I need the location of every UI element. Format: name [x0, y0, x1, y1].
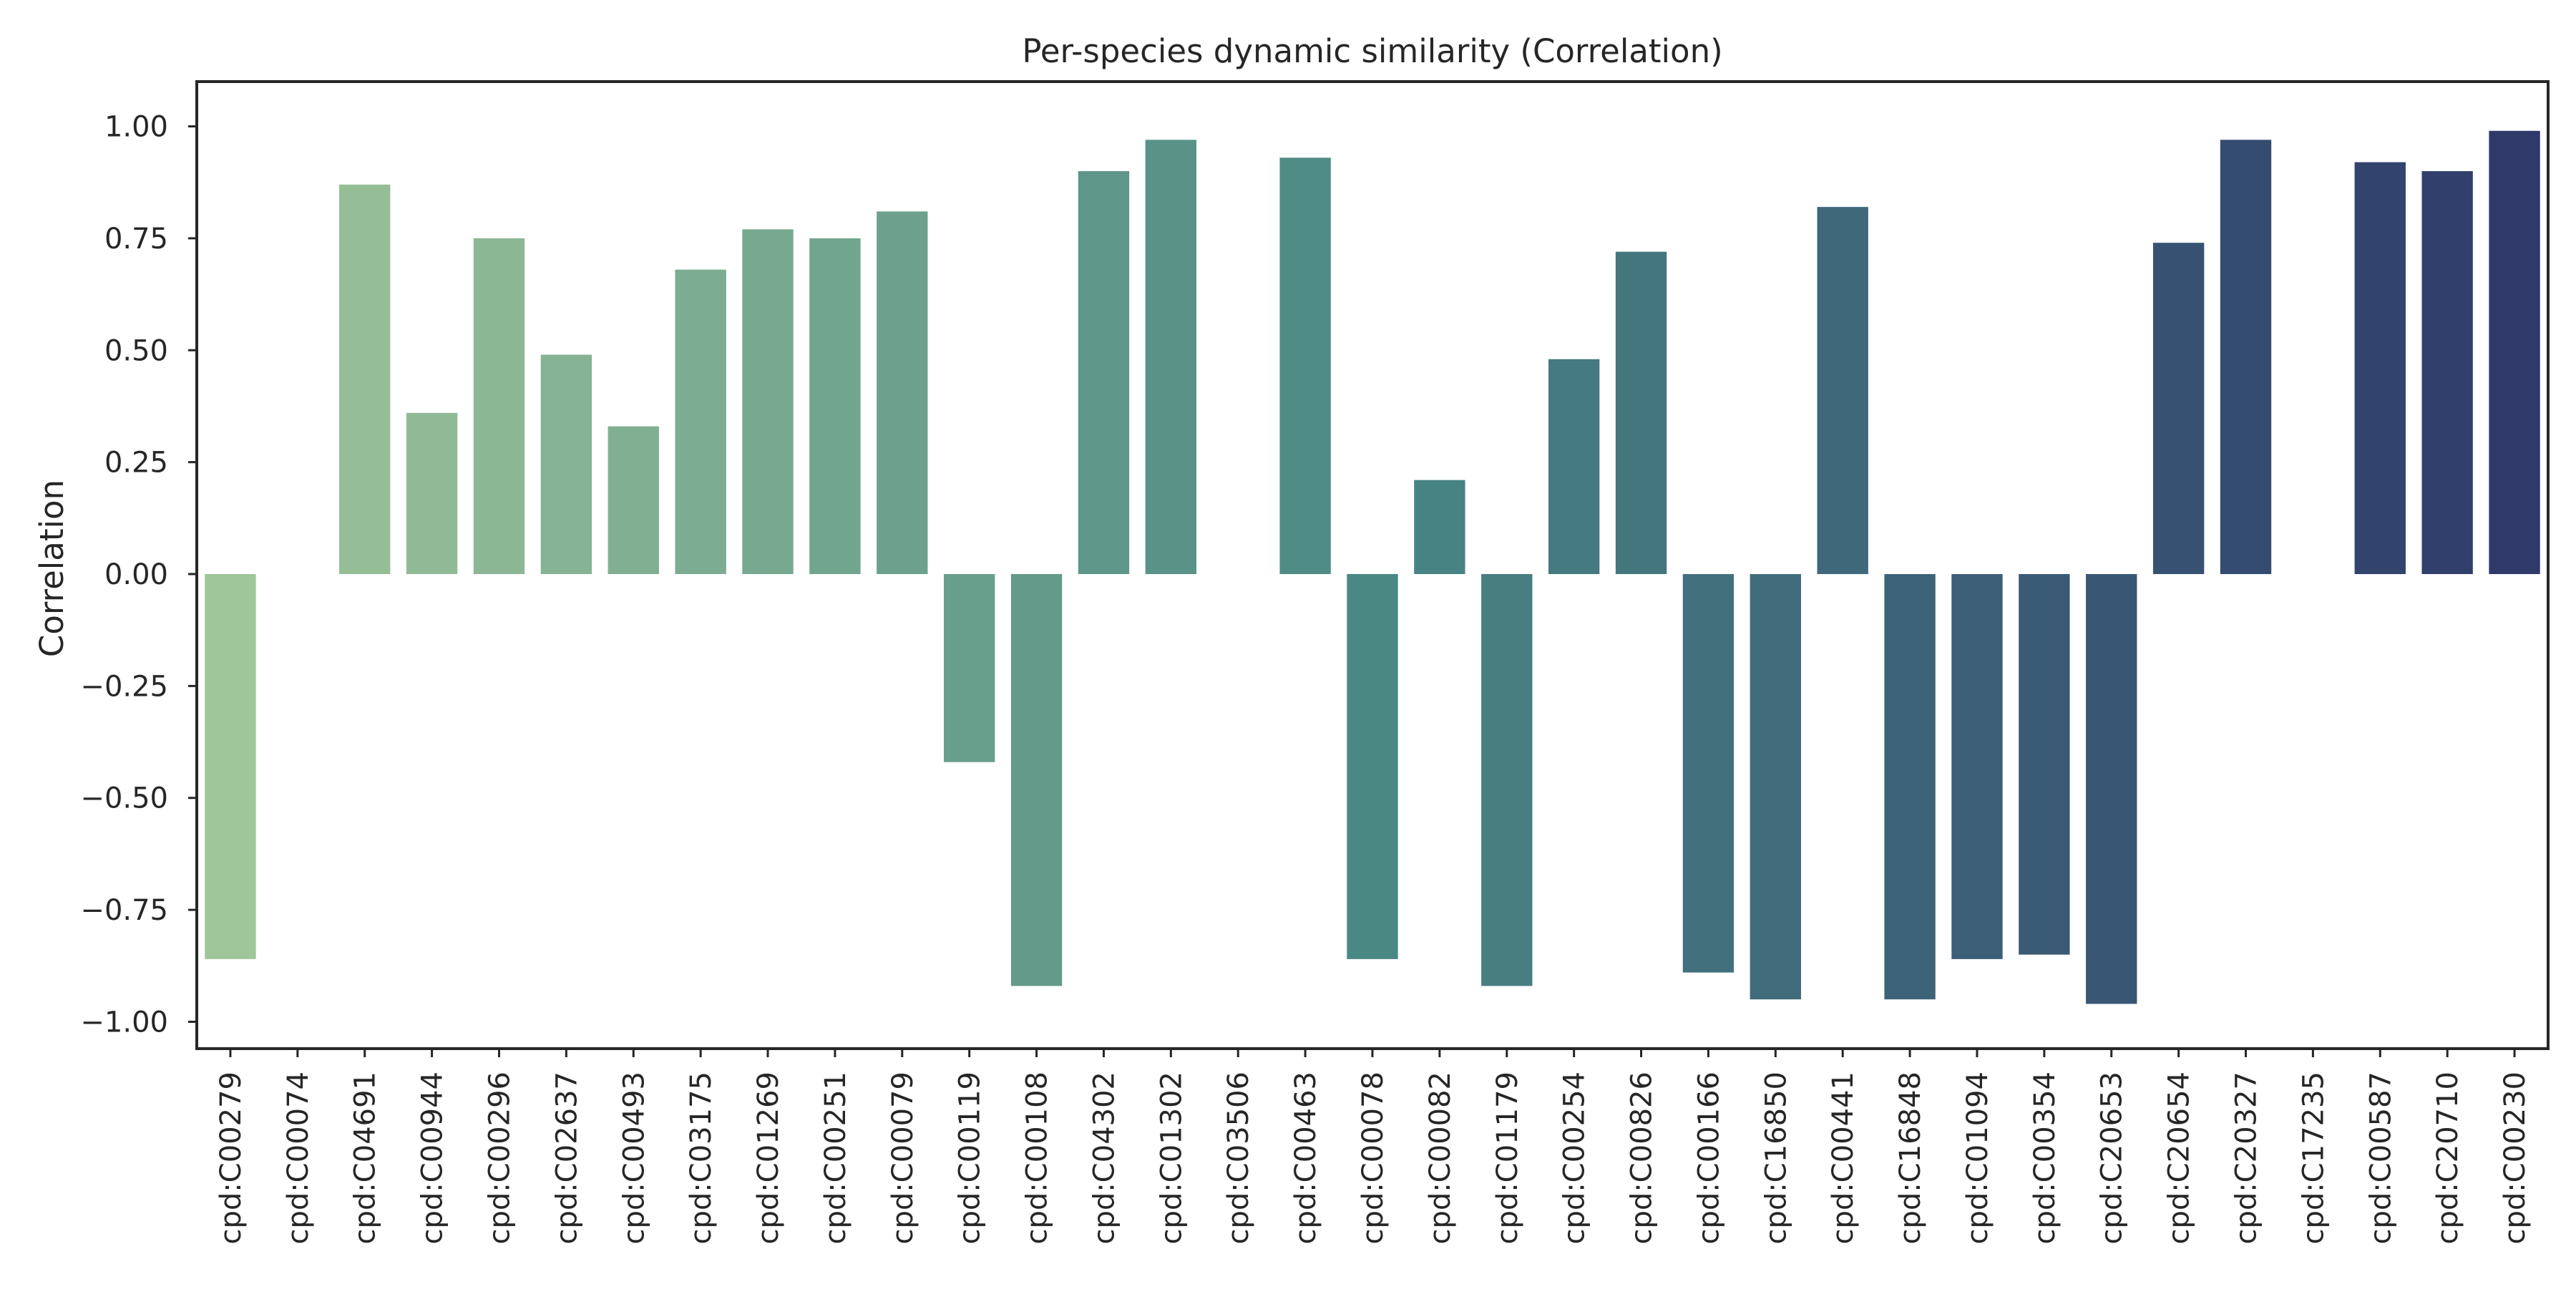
bar-cpd-c00493	[608, 426, 659, 575]
bar-cpd-c20654	[2152, 243, 2205, 575]
x-tick-label: cpd:C17235	[2297, 1072, 2330, 1244]
x-tick-label: cpd:C00251	[819, 1072, 852, 1244]
bar-cpd-c00078	[1347, 574, 1398, 959]
y-axis-label: Correlation	[33, 480, 71, 657]
x-tick-label: cpd:C00296	[483, 1072, 516, 1244]
bar-cpd-c00251	[809, 238, 861, 575]
bar-cpd-c01094	[1951, 574, 2003, 959]
x-tick-label: cpd:C20327	[2230, 1072, 2263, 1244]
x-tick-label: cpd:C16848	[1894, 1072, 1927, 1244]
bar-cpd-c16848	[1884, 574, 1936, 1000]
y-tick-label: 0.75	[104, 223, 168, 256]
x-tick-label: cpd:C00354	[2029, 1072, 2062, 1244]
y-tick-label: 0.00	[104, 558, 168, 591]
plot-area-frame	[195, 80, 2550, 1050]
bar-cpd-c20710	[2421, 171, 2473, 575]
x-axis-ticks: cpd:C00279 cpd:C00074 cpd:C04691 cpd:C00944…	[215, 1049, 2532, 1244]
x-tick-label: cpd:C00463	[1289, 1072, 1322, 1244]
x-tick-label: cpd:C00078	[1357, 1072, 1390, 1244]
bar-cpd-c00119	[944, 574, 995, 762]
x-tick-label: cpd:C16850	[1760, 1072, 1792, 1244]
bar-cpd-c00587	[2354, 162, 2406, 575]
bar-cpd-c02637	[540, 354, 592, 575]
x-tick-label: cpd:C20653	[2096, 1072, 2129, 1244]
bar-cpd-c00079	[877, 211, 928, 574]
x-tick-label: cpd:C03506	[1222, 1072, 1255, 1244]
x-tick-label: cpd:C00944	[416, 1072, 449, 1244]
x-tick-label: cpd:C20654	[2163, 1072, 2196, 1244]
bar-cpd-c04302	[1078, 171, 1130, 575]
y-tick-label: 0.25	[104, 447, 168, 480]
x-tick-label: cpd:C00074	[282, 1072, 315, 1244]
chart-title: Per-species dynamic similarity (Correlat…	[1022, 32, 1722, 70]
bar-cpd-c00354	[2019, 574, 2070, 955]
bar-cpd-c20327	[2220, 140, 2272, 575]
bar-cpd-c00254	[1548, 359, 1600, 575]
y-tick-label: −0.75	[80, 894, 168, 927]
bar-cpd-c01302	[1145, 140, 1197, 575]
x-tick-label: cpd:C00493	[618, 1072, 650, 1244]
bar-cpd-c03175	[675, 269, 726, 574]
y-tick-label: 0.50	[104, 334, 168, 367]
bar-cpd-c01269	[742, 229, 794, 575]
x-tick-label: cpd:C00079	[887, 1072, 919, 1244]
x-tick-label: cpd:C00441	[1827, 1072, 1860, 1244]
x-tick-label: cpd:C00108	[1021, 1072, 1054, 1244]
x-tick-label: cpd:C00082	[1424, 1072, 1457, 1244]
bar-cpd-c00463	[1279, 157, 1331, 575]
x-tick-label: cpd:C20710	[2431, 1072, 2464, 1244]
x-tick-label: cpd:C00230	[2499, 1072, 2532, 1244]
x-tick-label: cpd:C04302	[1088, 1072, 1121, 1244]
y-tick-label: 1.00	[104, 111, 168, 144]
bar-cpd-c01179	[1481, 574, 1533, 986]
x-tick-label: cpd:C00254	[1558, 1072, 1591, 1244]
x-tick-label: cpd:C02637	[550, 1072, 583, 1244]
x-tick-label: cpd:C00166	[1692, 1072, 1725, 1244]
bar-cpd-c00944	[406, 412, 458, 575]
x-tick-label: cpd:C01269	[752, 1072, 785, 1244]
bar-cpd-c00166	[1682, 574, 1735, 973]
bar-cpd-c00826	[1615, 251, 1667, 575]
x-tick-label: cpd:C03175	[685, 1072, 718, 1244]
bar-cpd-c00441	[1817, 207, 1868, 575]
bar-cpd-c20653	[2086, 574, 2137, 1004]
x-tick-label: cpd:C04691	[349, 1072, 382, 1244]
x-tick-label: cpd:C01302	[1155, 1072, 1188, 1244]
y-tick-label: −0.50	[80, 782, 168, 815]
bar-cpd-c04691	[339, 184, 391, 575]
bar-cpd-c00230	[2489, 130, 2540, 575]
bar-cpd-c16850	[1750, 574, 1801, 1000]
y-tick-label: −0.25	[80, 670, 168, 703]
x-tick-label: cpd:C00279	[215, 1072, 248, 1244]
bars-layer	[205, 130, 2540, 1004]
bar-cpd-c00279	[205, 574, 256, 959]
x-tick-label: cpd:C00826	[1626, 1072, 1659, 1244]
x-tick-label: cpd:C00119	[954, 1072, 987, 1244]
x-tick-label: cpd:C01094	[1961, 1072, 1994, 1244]
x-tick-label: cpd:C01179	[1491, 1072, 1524, 1244]
bar-cpd-c00296	[473, 238, 525, 575]
bar-cpd-c00108	[1010, 574, 1063, 986]
y-tick-label: −1.00	[80, 1006, 168, 1039]
bar-cpd-c00082	[1414, 480, 1465, 575]
x-tick-label: cpd:C00587	[2364, 1072, 2397, 1244]
y-axis-ticks: −1.00 −0.75 −0.50 −0.25 0.00 0.25 0.50 0.75 1.00	[80, 111, 197, 1039]
